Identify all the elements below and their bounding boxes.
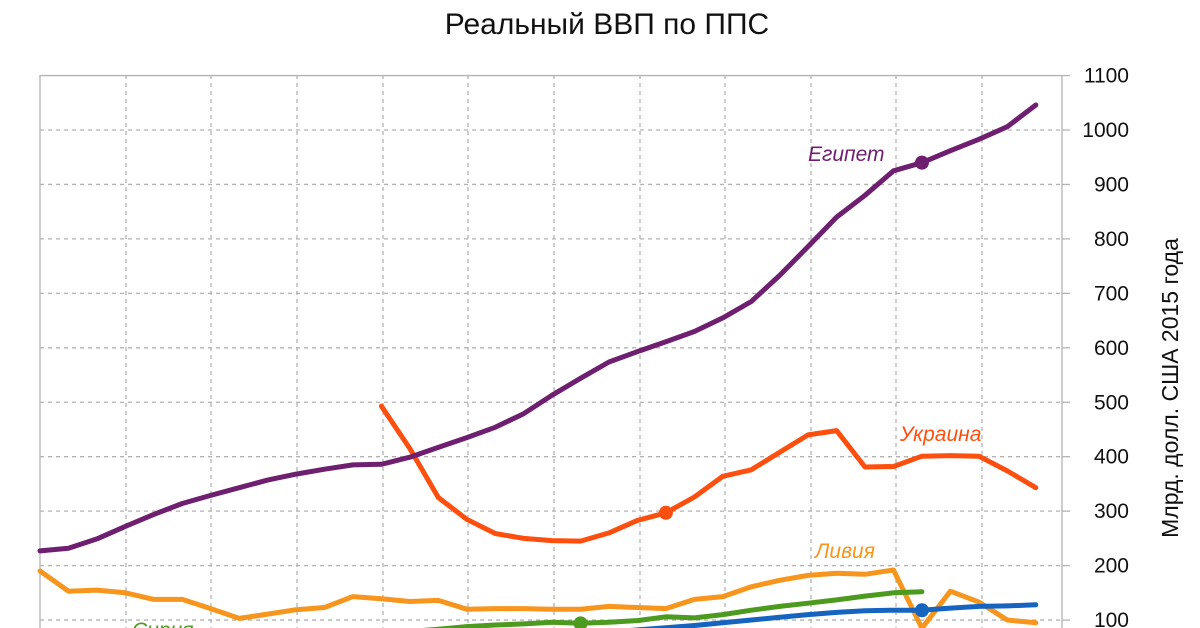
series-markers xyxy=(573,155,929,628)
y-tick-label: 300 xyxy=(1094,500,1129,523)
series-label-egypt: Египет xyxy=(808,143,885,166)
y-tick-label: 600 xyxy=(1094,337,1129,360)
series-lines xyxy=(37,102,1039,628)
y-tick-label: 700 xyxy=(1094,282,1129,305)
y-tick-label: 800 xyxy=(1094,228,1129,251)
series-marker xyxy=(914,603,929,618)
series-label-syria: Сирия xyxy=(132,619,193,628)
y-axis: 100 200 300 400 500 600 700 800 900 1000 1100 xyxy=(1061,65,1129,628)
y-axis-label: Млрд. долл. США 2015 года xyxy=(1157,238,1183,538)
series-line xyxy=(378,403,1039,544)
series-line xyxy=(422,589,925,628)
series-line xyxy=(37,567,1039,628)
series-marker xyxy=(573,616,588,628)
series-labels: Египет Украина Ливия Сирия xyxy=(132,143,981,628)
series-marker xyxy=(658,505,673,520)
y-tick-label: 1000 xyxy=(1082,119,1129,142)
chart-title: Реальный ВВП по ППС xyxy=(444,8,770,41)
y-tick-label: 900 xyxy=(1094,173,1129,196)
y-tick-label: 400 xyxy=(1094,446,1129,469)
series-marker xyxy=(914,155,929,170)
grid xyxy=(39,74,1062,628)
y-tick-label: 100 xyxy=(1094,609,1129,628)
series-label-ukraine: Украина xyxy=(899,423,981,446)
series-line xyxy=(37,102,1039,554)
y-tick-label: 200 xyxy=(1094,555,1129,578)
y-tick-label: 500 xyxy=(1094,391,1129,414)
series-label-libya: Ливия xyxy=(813,540,875,563)
y-tick-label: 1100 xyxy=(1084,65,1129,88)
